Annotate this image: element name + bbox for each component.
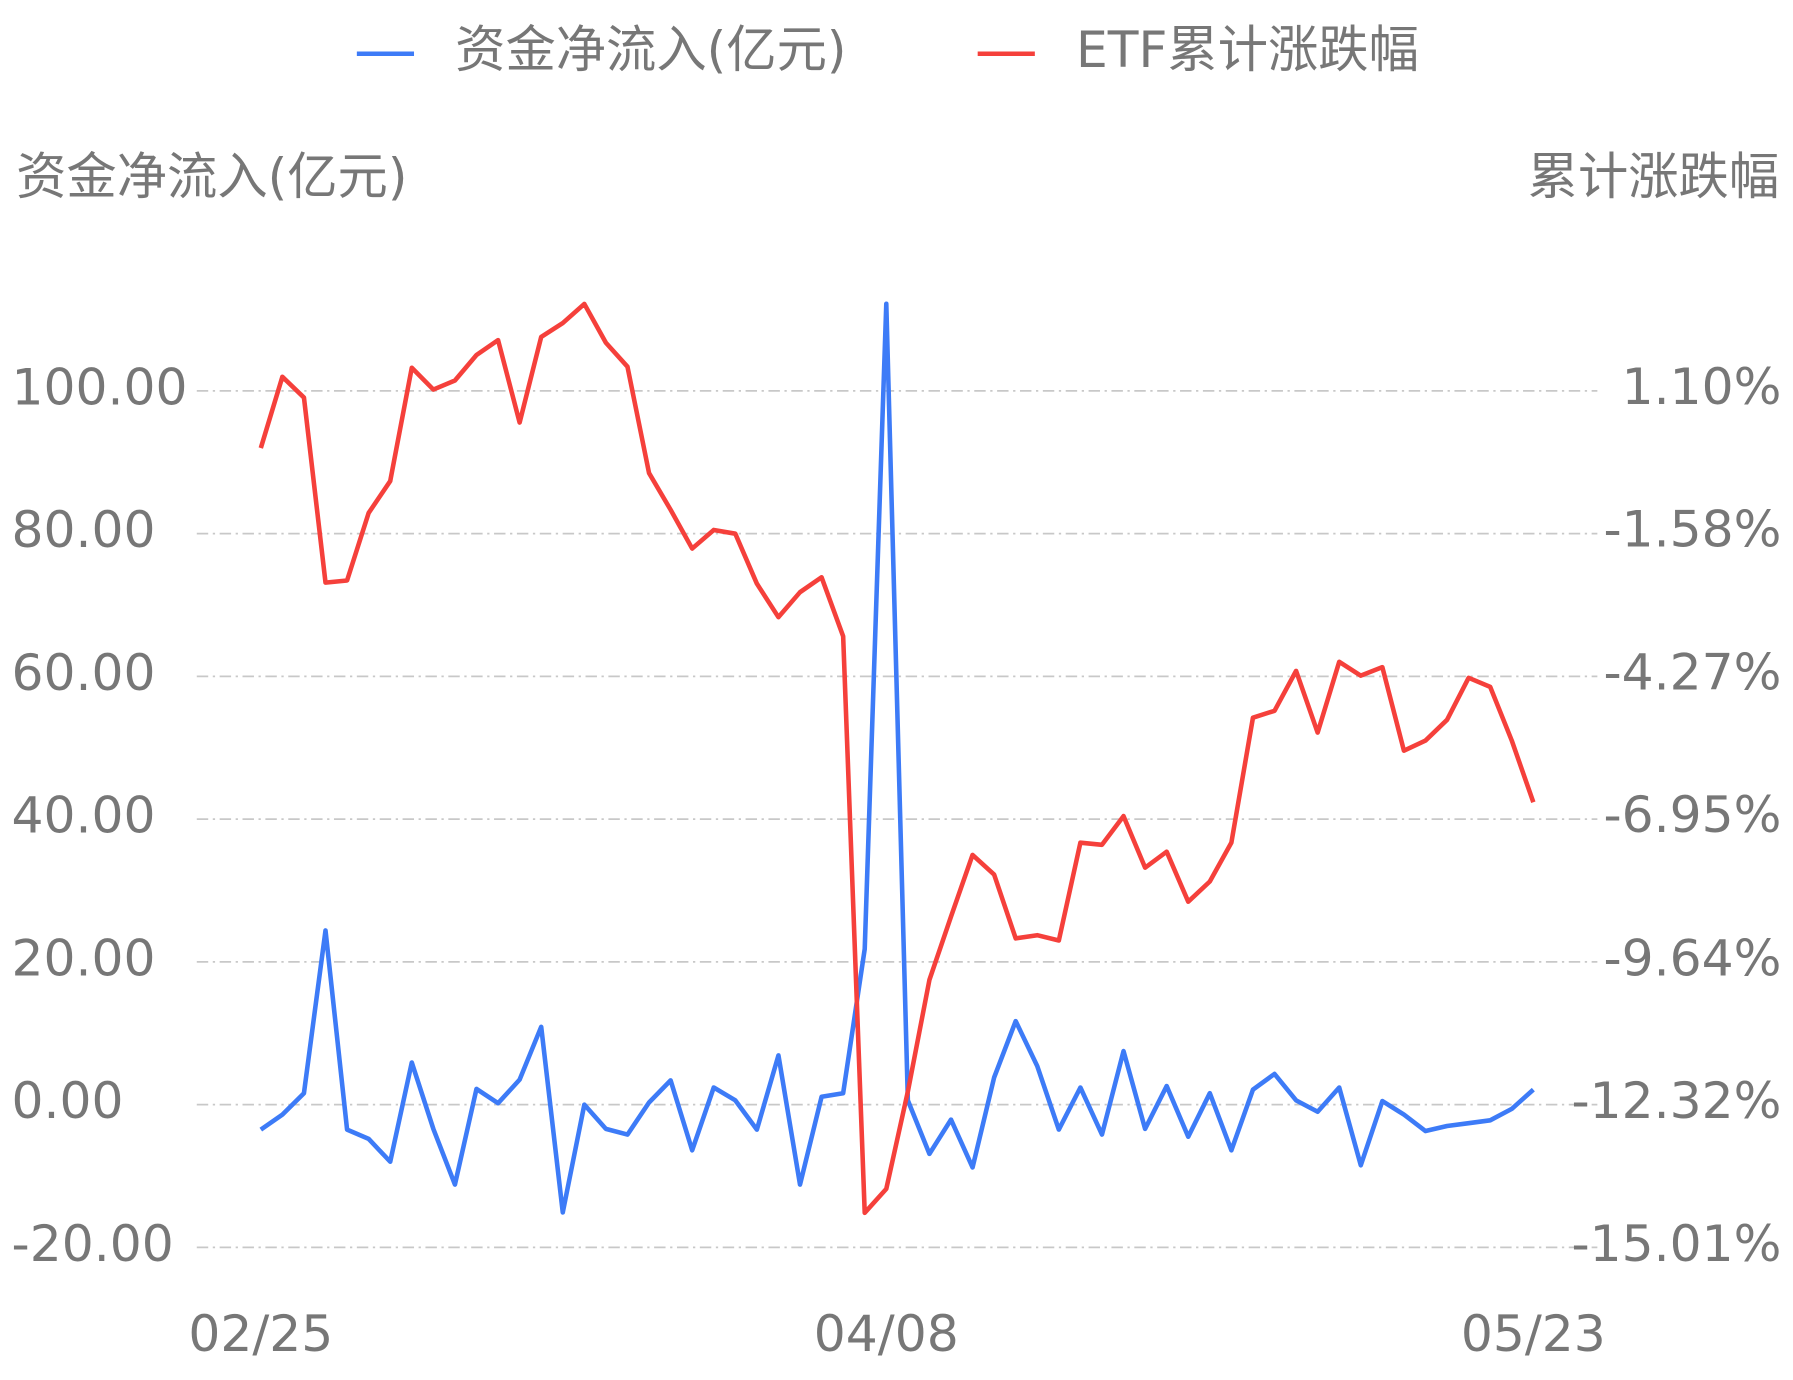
y-axis-title: 资金净流入(亿元) bbox=[16, 147, 407, 206]
y2-tick-label: -6.95% bbox=[1604, 785, 1782, 844]
y2-tick-label: -4.27% bbox=[1604, 643, 1782, 702]
y-tick-label: 20.00 bbox=[12, 928, 156, 987]
y2-tick-label: -12.32% bbox=[1572, 1071, 1782, 1130]
y2-tick-label: -15.01% bbox=[1572, 1214, 1782, 1273]
y2-tick-label: -1.58% bbox=[1604, 500, 1782, 559]
x-tick-label: 04/08 bbox=[814, 1304, 959, 1363]
y-tick-label: 40.00 bbox=[12, 786, 156, 845]
y-tick-label: 100.00 bbox=[12, 357, 188, 416]
series-line bbox=[259, 301, 1535, 1215]
y-tick-label: 80.00 bbox=[12, 500, 156, 559]
legend-label: 资金净流入(亿元) bbox=[455, 20, 846, 79]
series-line bbox=[258, 301, 1536, 1216]
y2-tick-label: -9.64% bbox=[1604, 928, 1782, 987]
x-tick-label: 05/23 bbox=[1461, 1304, 1606, 1363]
y2-axis-title: 累计涨跌幅 bbox=[1528, 147, 1779, 206]
legend-label: ETF累计涨跌幅 bbox=[1076, 20, 1419, 79]
y-tick-label: -20.00 bbox=[12, 1214, 174, 1273]
y2-tick-label: 1.10% bbox=[1622, 357, 1782, 416]
y-tick-label: 60.00 bbox=[12, 643, 156, 702]
y-tick-label: 0.00 bbox=[12, 1071, 124, 1130]
x-tick-label: 02/25 bbox=[188, 1304, 333, 1363]
